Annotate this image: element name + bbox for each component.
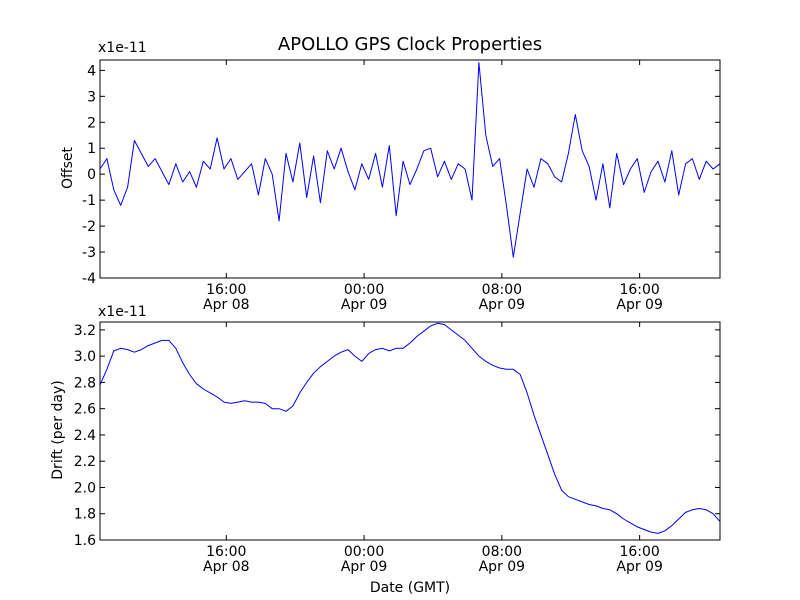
drift-xtick-date-label: Apr 08: [203, 559, 249, 575]
offset-xtick-time-label: 16:00: [206, 282, 246, 298]
drift-xtick-date-label: Apr 09: [616, 559, 662, 575]
drift-ytick-label: 2.4: [74, 428, 96, 444]
drift-xtick-time-label: 08:00: [482, 544, 522, 560]
offset-xtick-date-label: Apr 08: [203, 297, 249, 313]
drift-xtick-time-label: 16:00: [206, 544, 246, 560]
offset-xtick-date-label: Apr 09: [616, 297, 662, 313]
offset-ytick-label: 1: [87, 141, 96, 157]
drift-multiplier-label: x1e-11: [98, 304, 147, 320]
figure-title: APOLLO GPS Clock Properties: [278, 34, 542, 55]
drift-xtick-date-label: Apr 09: [479, 559, 525, 575]
offset-ytick-label: 2: [87, 115, 96, 131]
drift-ytick-label: 2.8: [74, 375, 96, 391]
offset-ytick-label: -3: [82, 245, 96, 261]
offset-ytick-label: 0: [87, 167, 96, 183]
drift-ytick-label: 3.2: [74, 323, 96, 339]
drift-series: [99, 322, 721, 534]
offset-ytick-label: -1: [82, 193, 96, 209]
offset-series: [99, 62, 721, 258]
offset-xtick-date-label: Apr 09: [479, 297, 525, 313]
offset-ytick-label: 4: [87, 63, 96, 79]
drift-xtick-date-label: Apr 09: [341, 559, 387, 575]
offset-ytick-label: 3: [87, 89, 96, 105]
offset-series-line: [99, 62, 721, 258]
offset-y-axis-label: Offset: [60, 146, 76, 189]
offset-xtick-time-label: 16:00: [619, 282, 659, 298]
drift-ytick-label: 2.6: [74, 402, 96, 418]
offset-axes-frame: [99, 59, 721, 279]
drift-ytick-label: 3.0: [74, 349, 96, 365]
drift-xtick-time-label: 16:00: [619, 544, 659, 560]
x-axis-label: Date (GMT): [370, 580, 450, 596]
offset-multiplier-label: x1e-11: [98, 40, 147, 56]
drift-xtick-time-label: 00:00: [344, 544, 384, 560]
offset-ytick-label: -4: [82, 271, 96, 287]
drift-ytick-label: 2.0: [74, 480, 96, 496]
drift-series-line: [99, 322, 721, 534]
offset-xtick-time-label: 00:00: [344, 282, 384, 298]
drift-y-axis-label: Drift (per day): [50, 380, 66, 479]
drift-ytick-label: 2.2: [74, 454, 96, 470]
offset-ytick-label: -2: [82, 219, 96, 235]
drift-chart-panel: x1e-11 Drift (per day) 1.6 1.8 2.0 2.2 2.4 2.…: [50, 304, 721, 575]
drift-ytick-label: 1.8: [74, 507, 96, 523]
drift-axes-frame: [99, 321, 721, 541]
drift-ytick-label: 1.6: [74, 533, 96, 549]
offset-xtick-time-label: 08:00: [482, 282, 522, 298]
offset-xtick-date-label: Apr 09: [341, 297, 387, 313]
